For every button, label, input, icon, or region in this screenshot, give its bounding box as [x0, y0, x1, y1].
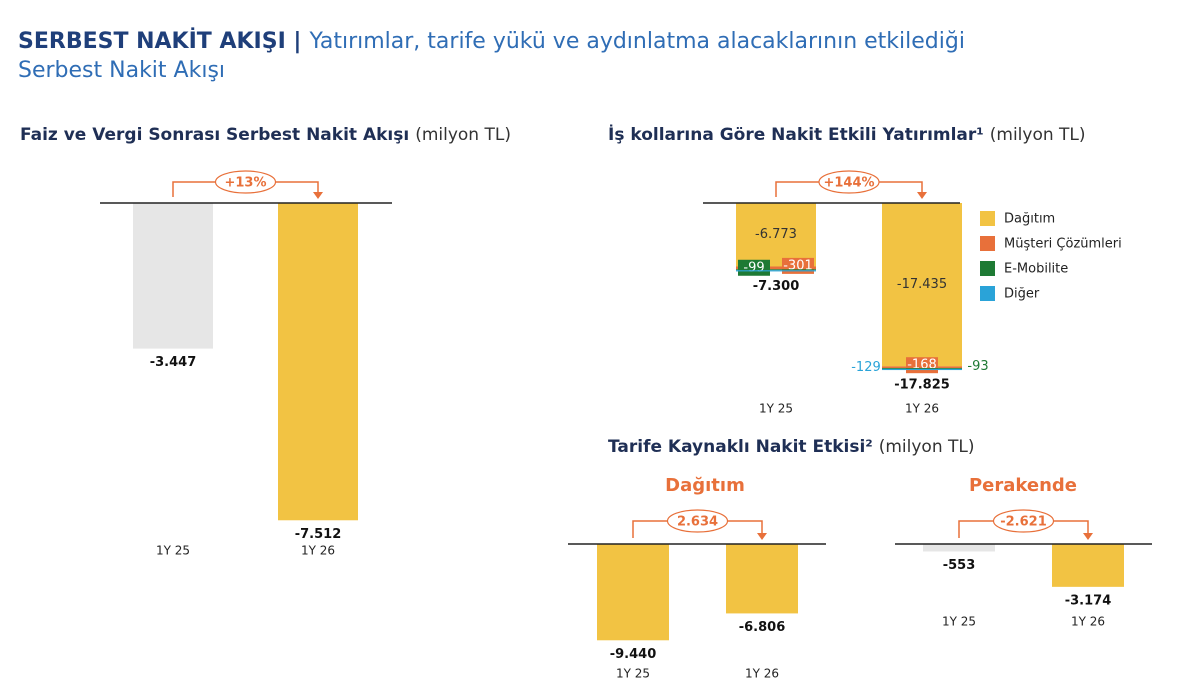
x-tick-label: 1Y 25	[942, 615, 976, 629]
header-subtitle: Serbest Nakit Akışı	[18, 58, 225, 83]
chart-title: İş kollarına Göre Nakit Etkili Yatırımla…	[608, 123, 984, 145]
chart-unit: (milyon TL)	[415, 125, 511, 145]
bar	[278, 203, 358, 521]
chart-title: Perakende	[969, 475, 1077, 496]
x-tick-label: 1Y 26	[905, 402, 939, 416]
bar	[133, 203, 213, 349]
legend-label: Diğer	[1004, 287, 1040, 302]
section-title: Tarife Kaynaklı Nakit Etkisi²	[608, 437, 873, 457]
bar-segment	[736, 266, 816, 270]
value-label: -17.435	[897, 277, 947, 292]
header-title: SERBEST NAKİT AKIŞI |	[18, 28, 301, 54]
bar-segment	[736, 269, 816, 271]
value-label: -9.440	[610, 647, 657, 662]
annotation: +144%	[823, 176, 874, 191]
legend-swatch	[980, 236, 995, 251]
chart-title: Faiz ve Vergi Sonrası Serbest Nakit Akış…	[20, 125, 409, 145]
bar	[726, 544, 798, 614]
value-label: -93	[967, 359, 988, 374]
total-label: -17.825	[894, 378, 950, 393]
value-label: -99	[743, 260, 764, 275]
value-label: -6.773	[755, 227, 797, 242]
header-subtitle: Yatırımlar, tarife yükü ve aydınlatma al…	[308, 29, 965, 54]
legend-swatch	[980, 286, 995, 301]
bar-segment	[736, 203, 816, 267]
chart-title: Dağıtım	[665, 475, 745, 496]
bar-segment	[882, 203, 962, 367]
x-tick-label: 1Y 26	[745, 667, 779, 681]
total-label: -7.300	[753, 279, 800, 294]
bar-segment	[882, 368, 962, 371]
value-label: -553	[943, 558, 976, 573]
bracket-arrow	[757, 533, 767, 540]
label-box	[738, 259, 770, 276]
annotation: +13%	[224, 176, 266, 191]
bar	[597, 544, 669, 641]
annotation-pill	[992, 509, 1055, 533]
bar	[923, 544, 995, 552]
bracket-arrow	[917, 192, 927, 199]
legend-swatch	[980, 261, 995, 276]
x-tick-label: 1Y 25	[616, 667, 650, 681]
x-tick-label: 1Y 25	[759, 402, 793, 416]
value-label: -3.174	[1065, 593, 1112, 608]
x-tick-label: 1Y 26	[301, 544, 335, 558]
value-label: -3.447	[150, 355, 197, 370]
legend-label: Müşteri Çözümleri	[1004, 237, 1122, 252]
annotation: 2.634	[677, 515, 718, 530]
annotation-pill	[214, 170, 277, 194]
annotation-pill	[666, 509, 729, 533]
bar-segment	[882, 367, 962, 369]
bracket-arrow	[313, 192, 323, 199]
value-label: -168	[907, 358, 937, 373]
bar	[1052, 544, 1124, 587]
value-label: -6.806	[739, 620, 786, 635]
bracket-arrow	[1083, 533, 1093, 540]
section-unit: (milyon TL)	[879, 437, 975, 457]
legend-label: Dağıtım	[1004, 212, 1055, 227]
x-tick-label: 1Y 25	[156, 544, 190, 558]
value-label: -7.512	[295, 527, 342, 542]
chart-unit: (milyon TL)	[990, 125, 1086, 145]
annotation: -2.621	[1000, 515, 1047, 530]
x-tick-label: 1Y 26	[1071, 615, 1105, 629]
value-label: -129	[851, 360, 881, 375]
bar-segment	[736, 270, 816, 272]
annotation-pill	[818, 170, 880, 194]
legend-swatch	[980, 211, 995, 226]
legend-label: E-Mobilite	[1004, 262, 1068, 277]
